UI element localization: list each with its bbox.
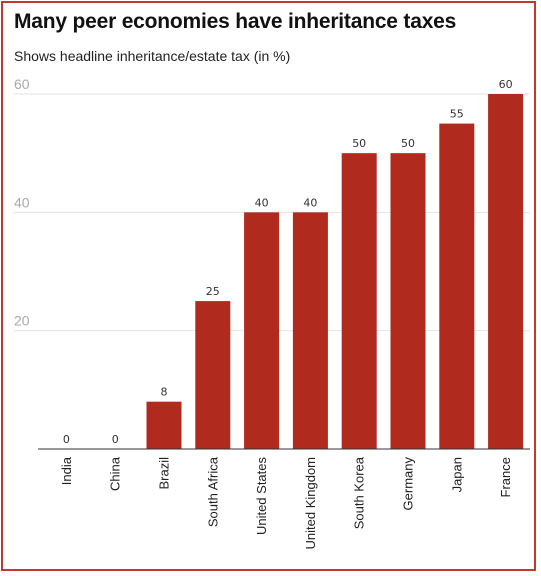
data-label: 0 — [63, 433, 70, 446]
data-label: 60 — [499, 78, 513, 91]
chart-subtitle: Shows headline inheritance/estate tax (i… — [14, 48, 291, 64]
x-tick-label: United Kingdom — [303, 457, 318, 550]
y-tick-label: 40 — [14, 194, 30, 210]
x-tick-label: Brazil — [157, 457, 172, 490]
bar — [146, 401, 182, 449]
bar — [341, 153, 377, 449]
data-label: 25 — [206, 285, 220, 298]
x-tick-label: United States — [254, 457, 269, 536]
data-label: 8 — [161, 386, 168, 399]
data-label: 40 — [255, 196, 269, 209]
bar — [195, 301, 231, 449]
data-label: 50 — [401, 137, 415, 150]
x-tick-label: China — [108, 456, 123, 491]
x-tick-label: South Korea — [352, 456, 367, 529]
data-label: 0 — [112, 433, 119, 446]
bars — [146, 94, 524, 449]
x-tick-label: South Africa — [205, 456, 220, 527]
x-tick-label: India — [59, 456, 74, 485]
bar — [488, 94, 524, 449]
x-axis-ticks: India China Brazil South Africa United State… — [59, 456, 513, 549]
y-axis-ticks: 20 40 60 — [14, 76, 30, 329]
bar — [292, 212, 328, 449]
bar — [439, 123, 475, 449]
chart-title: Many peer economies have inheritance tax… — [14, 10, 457, 33]
x-tick-label: Germany — [401, 457, 416, 511]
y-tick-label: 20 — [14, 313, 30, 329]
data-label: 50 — [352, 137, 366, 150]
bar — [244, 212, 280, 449]
data-labels: 0 0 8 25 40 40 50 50 55 60 — [63, 78, 513, 446]
data-label: 40 — [303, 196, 317, 209]
x-tick-label: France — [498, 457, 513, 497]
bar — [390, 153, 426, 449]
y-tick-label: 60 — [14, 76, 30, 92]
x-tick-label: Japan — [449, 457, 464, 492]
data-label: 55 — [450, 108, 464, 121]
